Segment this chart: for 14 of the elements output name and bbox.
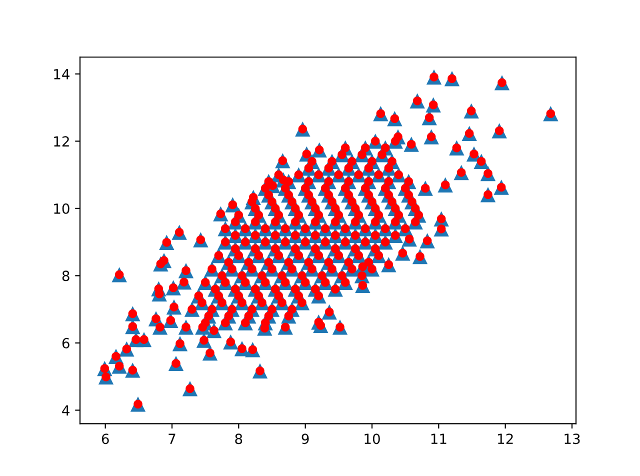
x-tick-label: 13 (564, 434, 580, 444)
x-tick-label: 9 (302, 434, 309, 444)
y-tick-label: 4 (62, 405, 70, 416)
x-tick-label: 12 (498, 434, 513, 444)
y-tick-label: 8 (62, 270, 70, 282)
x-tick-label: 11 (431, 434, 446, 444)
y-tick-label: 14 (54, 69, 70, 80)
y-tick-label: 10 (54, 203, 70, 214)
x-tick-label: 6 (102, 434, 109, 444)
x-tick-label: 7 (168, 434, 176, 444)
y-tick-label: 6 (62, 338, 70, 348)
x-tick-label: 8 (235, 434, 242, 444)
x-tick-label: 10 (364, 434, 380, 444)
y-tick-label: 12 (54, 136, 69, 146)
